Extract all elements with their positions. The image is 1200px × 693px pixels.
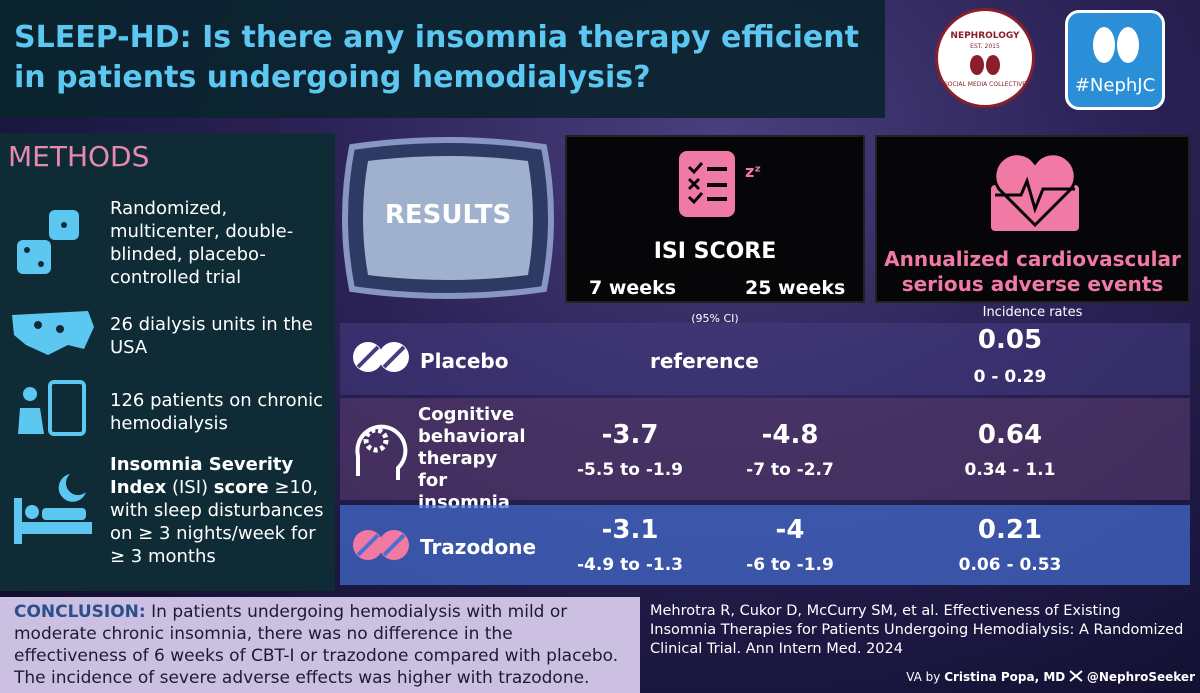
reference-label: reference <box>650 349 759 373</box>
column-label: 7 weeks <box>589 277 677 299</box>
head-gear-icon <box>355 424 408 480</box>
cv-title: Annualized cardiovascular serious advers… <box>884 247 1181 296</box>
methods-heading: METHODS <box>8 140 150 173</box>
cv-ci: 0 - 0.29 <box>973 367 1047 387</box>
method-item: Insomnia Severity Index (ISI) score ≥10,… <box>110 453 325 568</box>
nephrology-logo: NEPHROLOGY EST. 2015 SOCIAL MEDIA COLLEC… <box>935 8 1035 108</box>
w25-value: -4.8 <box>761 420 819 450</box>
w7-value: -3.7 <box>601 420 659 450</box>
sleep-icon <box>14 474 92 544</box>
w25-ci: -6 to -1.9 <box>746 555 834 575</box>
cv-ci: 0.06 - 0.53 <box>958 555 1062 575</box>
placebo-row: Placebo reference 0.05 0 - 0.29 <box>340 323 1190 395</box>
logo-est: EST. 2015 <box>970 43 1000 50</box>
conclusion-text: In patients undergoing hemodialysis with… <box>14 602 619 688</box>
column-label: 25 weeks <box>745 277 846 299</box>
method-item: 26 dialysis units in the USA <box>110 314 313 358</box>
row-name: Placebo <box>420 349 509 373</box>
bold-text: Insomnia Severity Index <box>110 454 294 498</box>
usa-map-icon <box>12 311 94 355</box>
logo-text: NEPHROLOGY <box>950 31 1020 41</box>
kidney-icon <box>970 55 1000 75</box>
pill-icon <box>353 530 409 560</box>
kidney-icon <box>1093 27 1139 63</box>
row-name: Cognitive behavioral therapy for insomni… <box>418 404 526 513</box>
trazodone-row: Trazodone -3.1 -4.9 to -1.3 -4 -6 to -1.… <box>340 505 1190 585</box>
ci-note: (95% CI) <box>691 312 739 325</box>
cv-value: 0.05 <box>977 325 1043 355</box>
results-heading: RESULTS <box>384 200 512 230</box>
conclusion-label: CONCLUSION: <box>14 602 146 622</box>
cv-ci: 0.34 - 1.1 <box>964 460 1056 480</box>
row-name: Trazodone <box>420 535 537 559</box>
logo-text: SOCIAL MEDIA COLLECTIVE <box>943 81 1027 88</box>
credit-author: Cristina Popa, MD <box>944 670 1066 684</box>
dice-icon <box>17 210 79 274</box>
w7-value: -3.1 <box>601 515 659 545</box>
heart-monitor-icon <box>991 152 1079 231</box>
incidence-note: Incidence rates <box>982 305 1083 320</box>
methods-panel: METHODS Randomized, multicenter, double-… <box>0 133 335 591</box>
conclusion-box: CONCLUSION: In patients undergoing hemod… <box>0 597 640 693</box>
svg-text:zᶻ: zᶻ <box>745 162 761 181</box>
pillow <box>342 137 554 299</box>
hashtag: #NephJC <box>1074 75 1156 96</box>
cv-box: Annualized cardiovascular serious advers… <box>875 135 1190 303</box>
cbt-row: Cognitive behavioral therapy for insomni… <box>340 398 1190 513</box>
text: ≥10, with sleep disturbances on ≥ 3 nigh… <box>110 477 324 567</box>
w7-ci: -4.9 to -1.3 <box>577 555 683 575</box>
credit: VA by Cristina Popa, MD @NephroSeeker <box>845 670 1195 684</box>
w25-ci: -7 to -2.7 <box>746 460 834 480</box>
dialysis-icon <box>18 380 86 436</box>
nephjc-logo: #NephJC <box>1065 10 1165 110</box>
x-logo <box>1069 670 1083 682</box>
isi-box: zᶻ ISI SCORE 7 weeks 25 weeks <box>565 135 865 303</box>
credit-prefix: VA by <box>906 670 941 684</box>
w7-ci: -5.5 to -1.9 <box>577 460 683 480</box>
cv-value: 0.64 <box>977 420 1043 450</box>
checklist-icon: zᶻ <box>679 151 761 217</box>
w25-value: -4 <box>775 515 805 545</box>
isi-title: ISI SCORE <box>653 239 777 264</box>
method-item: Randomized, multicenter, double-blinded,… <box>110 198 294 288</box>
citation: Mehrotra R, Cukor D, McCurry SM, et al. … <box>650 603 1184 657</box>
credit-handle: @NephroSeeker <box>1086 670 1195 684</box>
cv-value: 0.21 <box>977 515 1043 545</box>
title: SLEEP-HD: Is there any insomnia therapy … <box>0 0 885 118</box>
method-item: 126 patients on chronic hemodialysis <box>110 390 324 434</box>
bold-text: score <box>213 477 269 498</box>
pill-icon <box>353 342 409 372</box>
text: (ISI) <box>171 477 209 498</box>
